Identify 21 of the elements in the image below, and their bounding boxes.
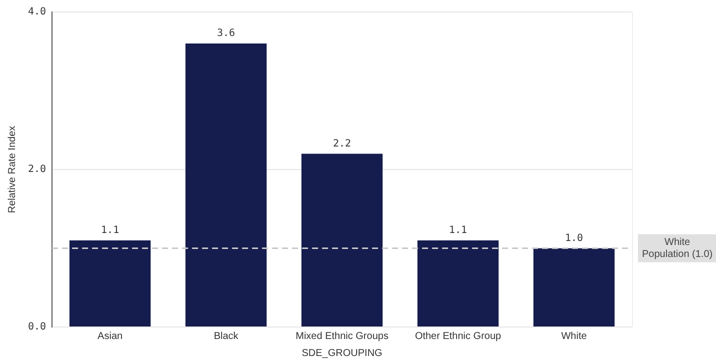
y-tick-label: 0.0 [28,322,46,333]
y-tick-label: 4.0 [28,6,46,18]
x-tick-label: White [561,330,588,342]
data-label: 2.2 [333,138,352,150]
x-tick-label: Black [214,330,240,342]
bar [417,240,499,326]
x-tick-label: Asian [98,330,123,342]
bar [301,154,383,326]
data-label: 1.0 [564,232,584,244]
x-axis-title: SDE_GROUPING [302,348,383,359]
data-label: 3.6 [217,28,236,40]
y-axis-title: Relative Rate Index [6,126,18,214]
data-label: 1.1 [101,224,120,236]
ref-line-label: White Population (1.0) [642,237,713,260]
data-label: 1.1 [448,224,468,236]
x-tick-label: Other Ethnic Group [414,330,502,342]
bar [185,44,267,326]
x-tick-label: Mixed Ethnic Groups [296,330,388,342]
y-tick-label: 2.0 [28,164,46,176]
bar [533,248,615,326]
bar [69,240,151,326]
